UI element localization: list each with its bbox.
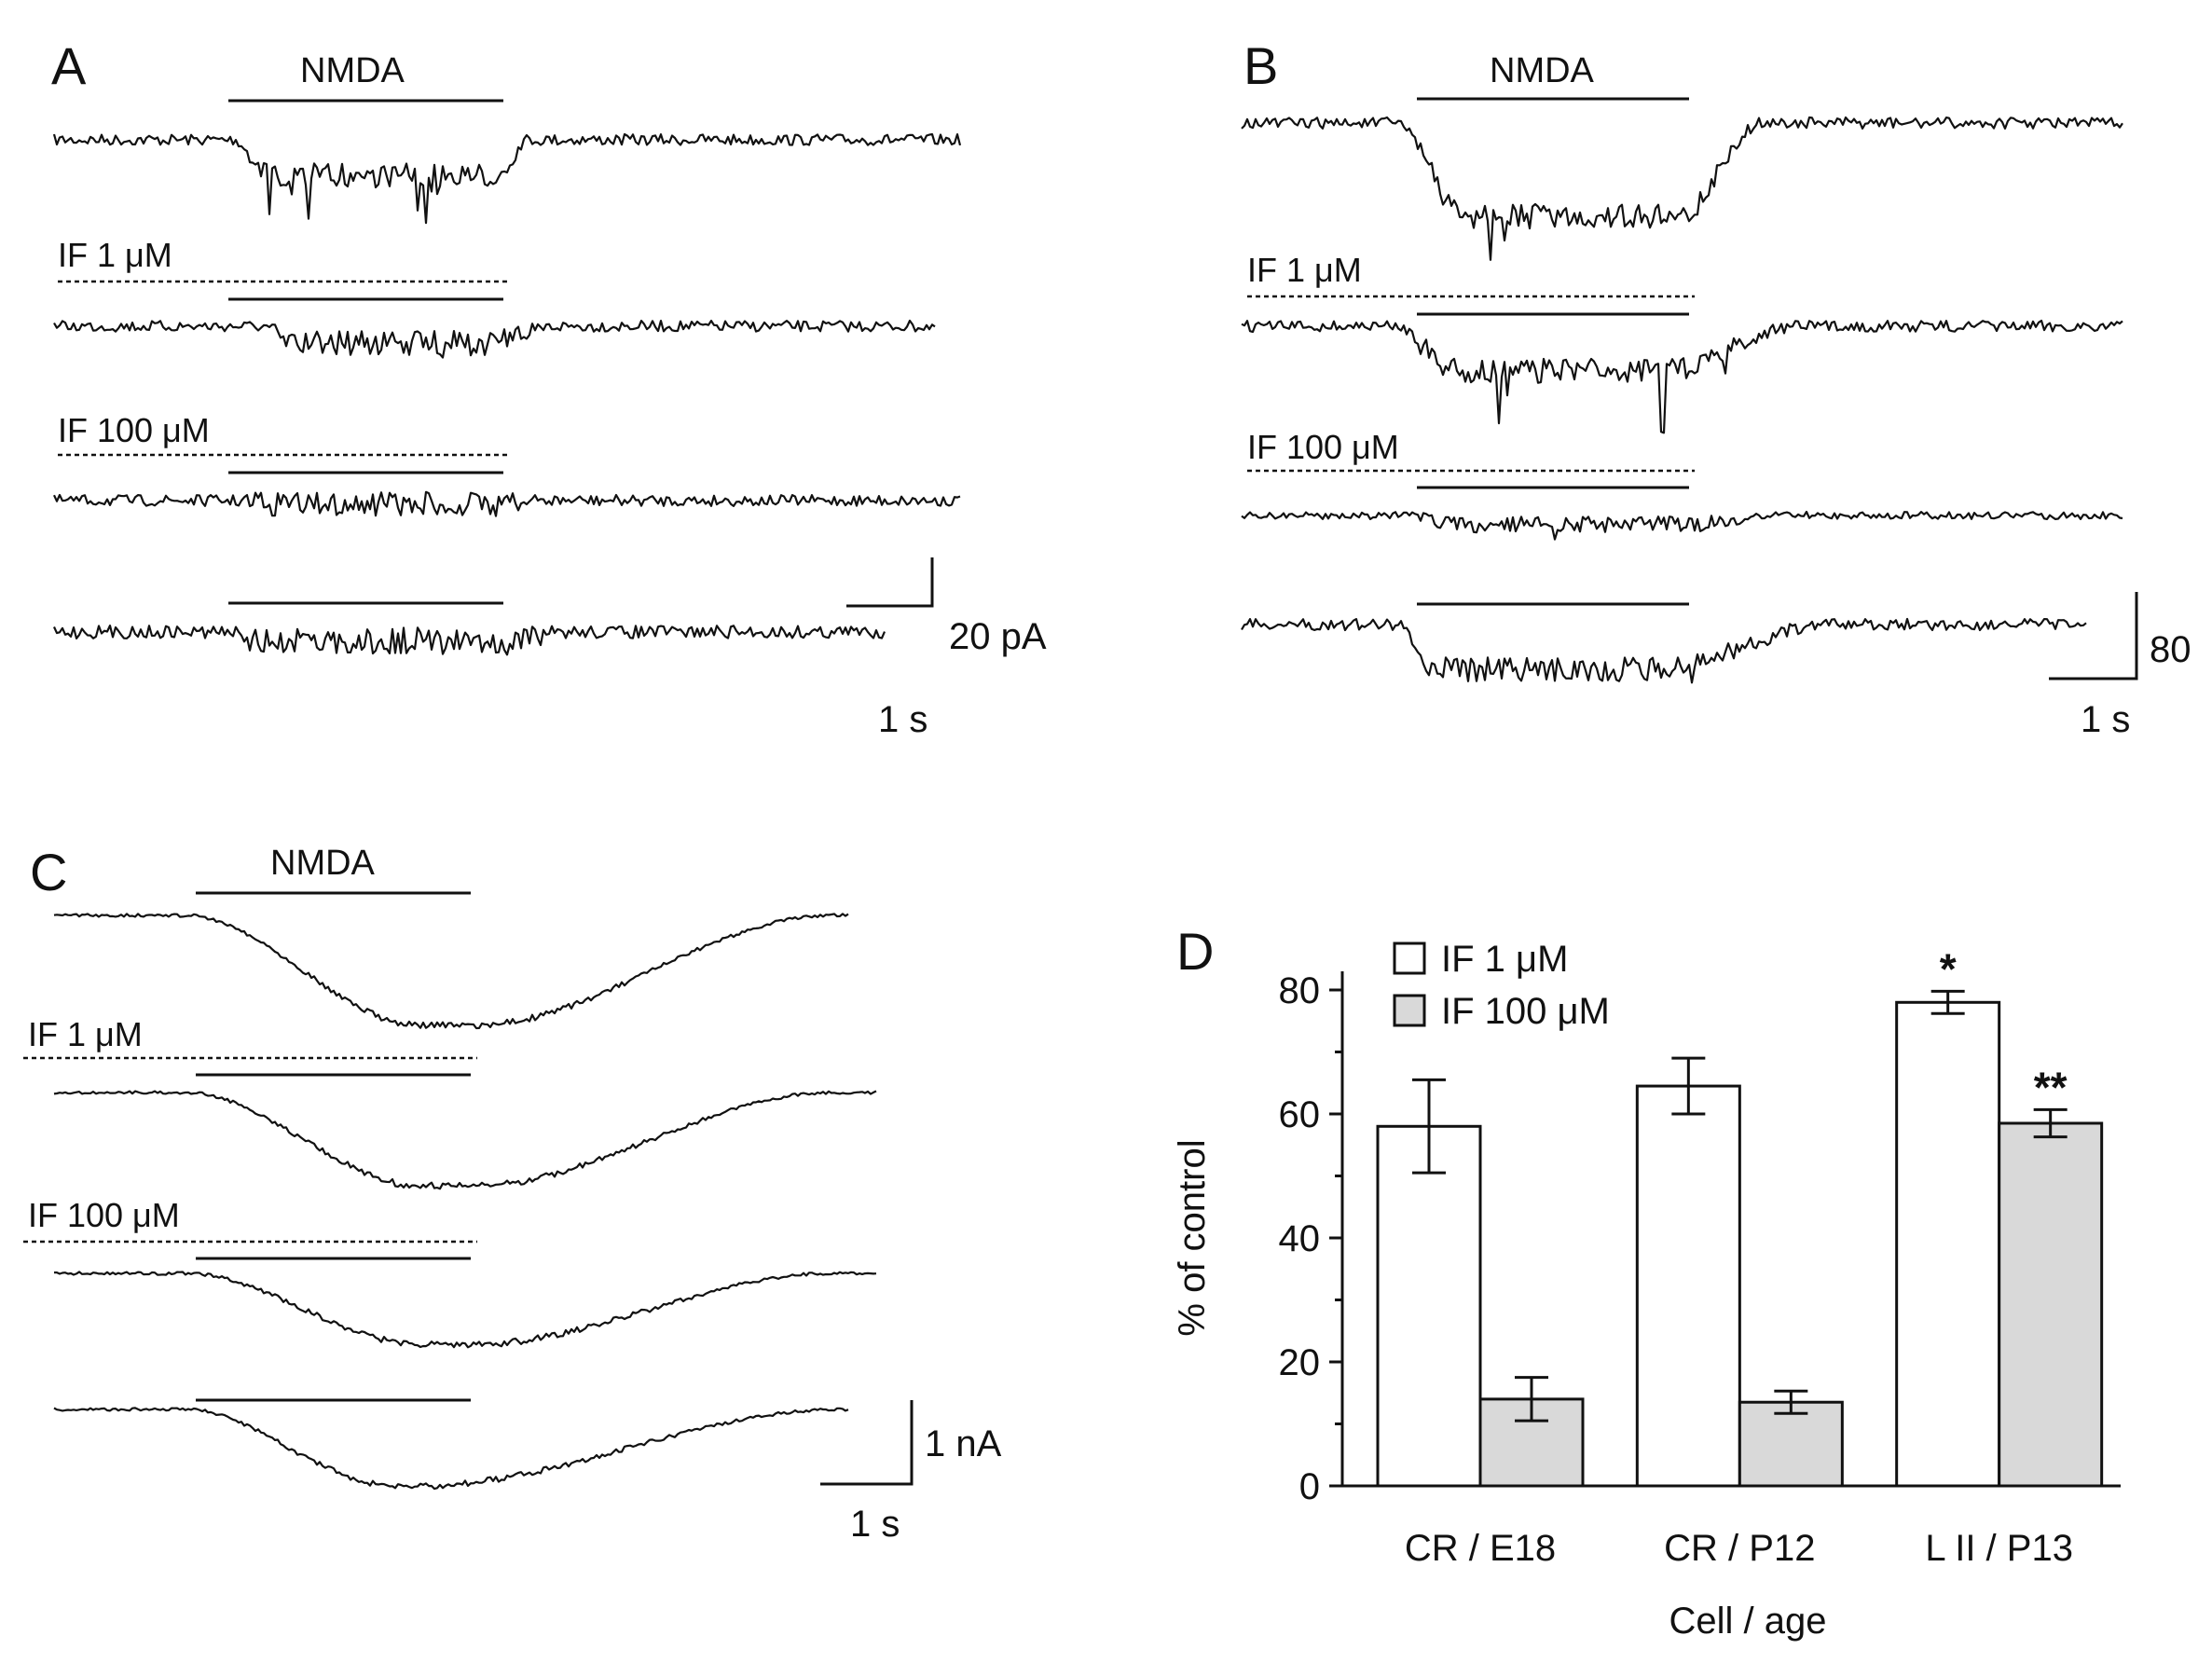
y-tick-label: 80 xyxy=(1279,970,1321,1011)
scalebar-a-time: 1 s xyxy=(878,699,927,740)
scalebar-c-time: 1 s xyxy=(850,1504,900,1545)
trace-c-if1 xyxy=(53,1090,877,1190)
bar-if-1um xyxy=(1376,1124,1482,1488)
trace-a-if100 xyxy=(53,490,961,517)
panel-letter-a: A xyxy=(51,36,87,95)
trace-b-if1 xyxy=(1241,319,2123,434)
x-tick-label: CR / P12 xyxy=(1664,1528,1815,1569)
scalebar-c-amp: 1 nA xyxy=(925,1423,1002,1464)
legend-swatch xyxy=(1393,941,1426,975)
bar-if-100um xyxy=(1738,1400,1844,1488)
scalebar-b-time: 1 s xyxy=(2081,699,2130,740)
trace-b-control xyxy=(1241,116,2123,261)
trace-c-washout xyxy=(53,1407,849,1491)
panel-b: B NMDA IF 1 μM IF 100 μM 80 1 s xyxy=(1241,36,2191,740)
bar-if-1um xyxy=(1895,1000,2001,1488)
y-tick-label: 40 xyxy=(1279,1218,1321,1259)
trace-b-if100 xyxy=(1241,510,2123,541)
nmda-label-a: NMDA xyxy=(300,51,405,90)
trace-a-washout xyxy=(52,625,886,656)
trace-a-control xyxy=(52,132,962,225)
x-tick-label: CR / E18 xyxy=(1405,1528,1556,1569)
trace-c-control xyxy=(53,913,849,1030)
y-tick-label: 0 xyxy=(1299,1466,1320,1507)
scalebar-c xyxy=(820,1400,914,1486)
scalebar-a xyxy=(846,557,934,608)
trace-b-washout xyxy=(1241,617,2087,684)
trace-a-if1 xyxy=(53,319,936,359)
y-tick-label: 20 xyxy=(1279,1342,1321,1383)
x-tick-label: L II / P13 xyxy=(1925,1528,2073,1569)
legend-swatch xyxy=(1393,994,1426,1027)
legend-label: IF 1 μM xyxy=(1441,939,1568,980)
significance-mark: ** xyxy=(2034,1063,2068,1111)
scalebar-b xyxy=(2049,592,2138,680)
legend-label: IF 100 μM xyxy=(1441,991,1610,1032)
panel-letter-b: B xyxy=(1243,36,1278,95)
nmda-label-b: NMDA xyxy=(1490,51,1595,90)
scalebar-a-amp: 20 pA xyxy=(949,616,1047,657)
drug-label-b1: IF 1 μM xyxy=(1247,251,1362,289)
nmda-label-c: NMDA xyxy=(270,844,376,883)
drug-label-a2: IF 100 μM xyxy=(58,411,210,449)
bar-if-100um xyxy=(1998,1121,2104,1488)
significance-mark: * xyxy=(1940,944,1957,993)
drug-label-b2: IF 100 μM xyxy=(1247,428,1399,466)
bar-if-1um xyxy=(1635,1084,1741,1488)
drug-label-c1: IF 1 μM xyxy=(28,1015,143,1053)
y-tick-label: 60 xyxy=(1279,1094,1321,1135)
panel-letter-d: D xyxy=(1176,922,1214,981)
drug-label-c2: IF 100 μM xyxy=(28,1196,180,1234)
y-axis-label: % of control xyxy=(1172,1139,1213,1336)
drug-label-a1: IF 1 μM xyxy=(58,236,172,274)
panel-a: A NMDA IF 1 μM IF 100 μM 20 pA 1 s xyxy=(51,36,1047,740)
scalebar-b-amp: 80 xyxy=(2150,629,2191,670)
panel-letter-c: C xyxy=(30,843,67,901)
panel-c: C NMDA IF 1 μM IF 100 μM 1 nA 1 s xyxy=(23,843,1002,1545)
x-axis-label: Cell / age xyxy=(1669,1601,1827,1642)
trace-c-if100 xyxy=(54,1271,877,1349)
